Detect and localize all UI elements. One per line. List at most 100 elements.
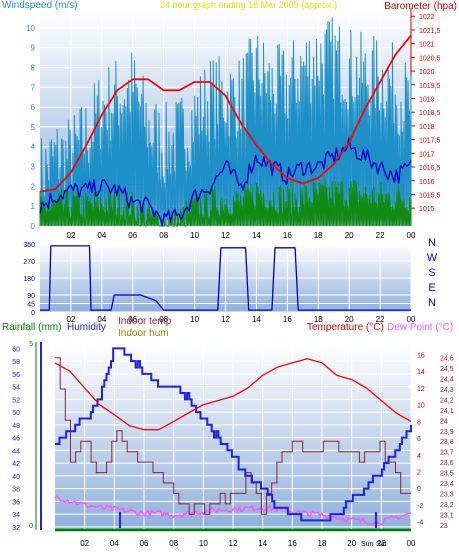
indoor-y-tick-23,4: 23,4: [440, 481, 454, 488]
temp-x-tick-22: 22: [377, 539, 386, 548]
dir-x-tick-12: 12: [221, 315, 230, 324]
dir-compass-N-4: N: [428, 297, 436, 309]
wind-x-tick-22: 22: [376, 231, 385, 240]
temp-x-tick-00: 00: [407, 539, 416, 548]
indoor-y-tick-24,2: 24,2: [440, 397, 454, 404]
indoor-y-tick-24,1: 24,1: [440, 408, 454, 415]
hum-y-tick-36: 36: [12, 499, 20, 506]
temp-x-tick-18: 18: [318, 539, 327, 548]
label-indoor-hum: Indoor hum: [118, 328, 169, 339]
dir-y-tick-360: 360: [23, 242, 35, 249]
wind-y-tick-7: 7: [31, 83, 36, 92]
wind-x-tick-02: 02: [66, 231, 75, 240]
baro-y-tick-1015,5: 1015,5: [419, 192, 441, 199]
indoor-y-tick-24: 24: [440, 418, 448, 425]
dir-x-tick-18: 18: [314, 315, 323, 324]
baro-y-tick-1022: 1022: [419, 14, 435, 21]
series-wind-direction: [40, 245, 411, 311]
dir-compass-N-0: N: [428, 237, 436, 249]
wind-y-tick-10: 10: [26, 24, 35, 33]
hum-y-tick-38: 38: [12, 487, 20, 494]
wind-x-tick-18: 18: [314, 231, 323, 240]
baro-y-tick-1020,5: 1020,5: [419, 55, 441, 62]
series-indoor-temp: [55, 357, 411, 515]
dir-y-tick-270: 270: [23, 259, 35, 266]
wind-x-tick-16: 16: [283, 231, 292, 240]
dir-x-tick-10: 10: [190, 315, 199, 324]
wind-axis-label: Windspeed (m/s): [2, 0, 78, 11]
wind-x-tick-14: 14: [252, 231, 261, 240]
label-dew-point: Dew Point (°C): [387, 322, 453, 333]
series-average-wind: [39, 137, 412, 227]
series-temperature: [54, 358, 412, 431]
dir-x-tick-00: 00: [407, 315, 416, 324]
temp-y-tick-8: 8: [417, 419, 421, 426]
hum-y-tick-56: 56: [12, 372, 20, 379]
wind-y-tick-5: 5: [31, 123, 36, 132]
baro-y-tick-1021: 1021: [419, 42, 435, 49]
dir-compass-S-2: S: [428, 267, 435, 279]
series-humidity: [55, 347, 412, 522]
temp-y-tick-4: 4: [417, 453, 421, 460]
wind-y-tick-2: 2: [31, 182, 36, 191]
dir-compass-E-3: E: [428, 282, 435, 294]
wind-y-tick-6: 6: [31, 103, 36, 112]
wind-x-tick-00: 00: [407, 231, 416, 240]
wind-x-tick-06: 06: [128, 231, 137, 240]
dir-y-tick-45: 45: [27, 302, 35, 309]
wind-y-tick-4: 4: [31, 143, 36, 152]
baro-y-tick-1017,5: 1017,5: [419, 138, 441, 145]
baro-y-tick-1017: 1017: [419, 151, 435, 158]
hum-y-tick-54: 54: [12, 385, 20, 392]
temp-y-tick-12: 12: [417, 386, 425, 393]
dir-x-tick-14: 14: [252, 315, 261, 324]
hum-y-tick-40: 40: [12, 474, 20, 481]
label-humidity: Humidity: [67, 322, 106, 333]
baro-y-tick-1020: 1020: [419, 69, 435, 76]
dir-x-tick-06: 06: [128, 315, 137, 324]
temp-y-tick--4: -4: [417, 520, 423, 527]
temp-x-tick-16: 16: [288, 539, 297, 548]
hum-y-tick-50: 50: [12, 410, 20, 417]
indoor-y-tick-24,5: 24,5: [440, 366, 454, 373]
indoor-y-tick-23,6: 23,6: [440, 460, 454, 467]
temp-x-tick-14: 14: [258, 539, 267, 548]
temp-y-tick-6: 6: [417, 436, 421, 443]
dir-y-tick-180: 180: [23, 276, 35, 283]
baro-y-tick-1018,5: 1018,5: [419, 110, 441, 117]
baro-y-tick-1016,5: 1016,5: [419, 165, 441, 172]
hum-y-tick-48: 48: [12, 423, 20, 430]
indoor-y-tick-23,9: 23,9: [440, 429, 454, 436]
date-marker-sat: Sat: [376, 541, 387, 548]
dir-x-tick-16: 16: [283, 315, 292, 324]
wind-x-tick-08: 08: [159, 231, 168, 240]
baro-axis-label: Barometer (hpa): [384, 1, 457, 12]
rain-y-tick-0: 0: [29, 523, 33, 530]
hum-y-tick-58: 58: [12, 359, 20, 366]
indoor-y-tick-23,1: 23,1: [440, 512, 454, 519]
wind-x-tick-10: 10: [190, 231, 199, 240]
baro-y-tick-1015: 1015: [419, 206, 435, 213]
label-temperature: Temperature (°C): [307, 322, 384, 333]
indoor-y-tick-24,3: 24,3: [440, 387, 454, 394]
indoor-y-tick-23,7: 23,7: [440, 450, 454, 457]
wind-y-tick-9: 9: [31, 44, 36, 53]
hum-y-tick-42: 42: [12, 461, 20, 468]
temp-y-tick-10: 10: [417, 403, 425, 410]
dir-compass-W-1: W: [427, 252, 438, 264]
indoor-y-tick-24,6: 24,6: [440, 356, 454, 363]
dir-y-tick-90: 90: [27, 293, 35, 300]
baro-y-tick-1016: 1016: [419, 179, 435, 186]
series-dew-point: [54, 495, 412, 526]
indoor-y-tick-24,4: 24,4: [440, 377, 454, 384]
hum-y-tick-44: 44: [12, 448, 20, 455]
temp-y-tick-16: 16: [417, 353, 425, 360]
hum-y-tick-52: 52: [12, 397, 20, 404]
hum-y-tick-32: 32: [12, 525, 20, 532]
temp-x-tick-20: 20: [347, 539, 356, 548]
series-wind-gust: [39, 178, 412, 227]
hum-y-tick-34: 34: [12, 512, 20, 519]
wind-x-tick-20: 20: [345, 231, 354, 240]
dir-x-tick-02: 02: [66, 315, 75, 324]
